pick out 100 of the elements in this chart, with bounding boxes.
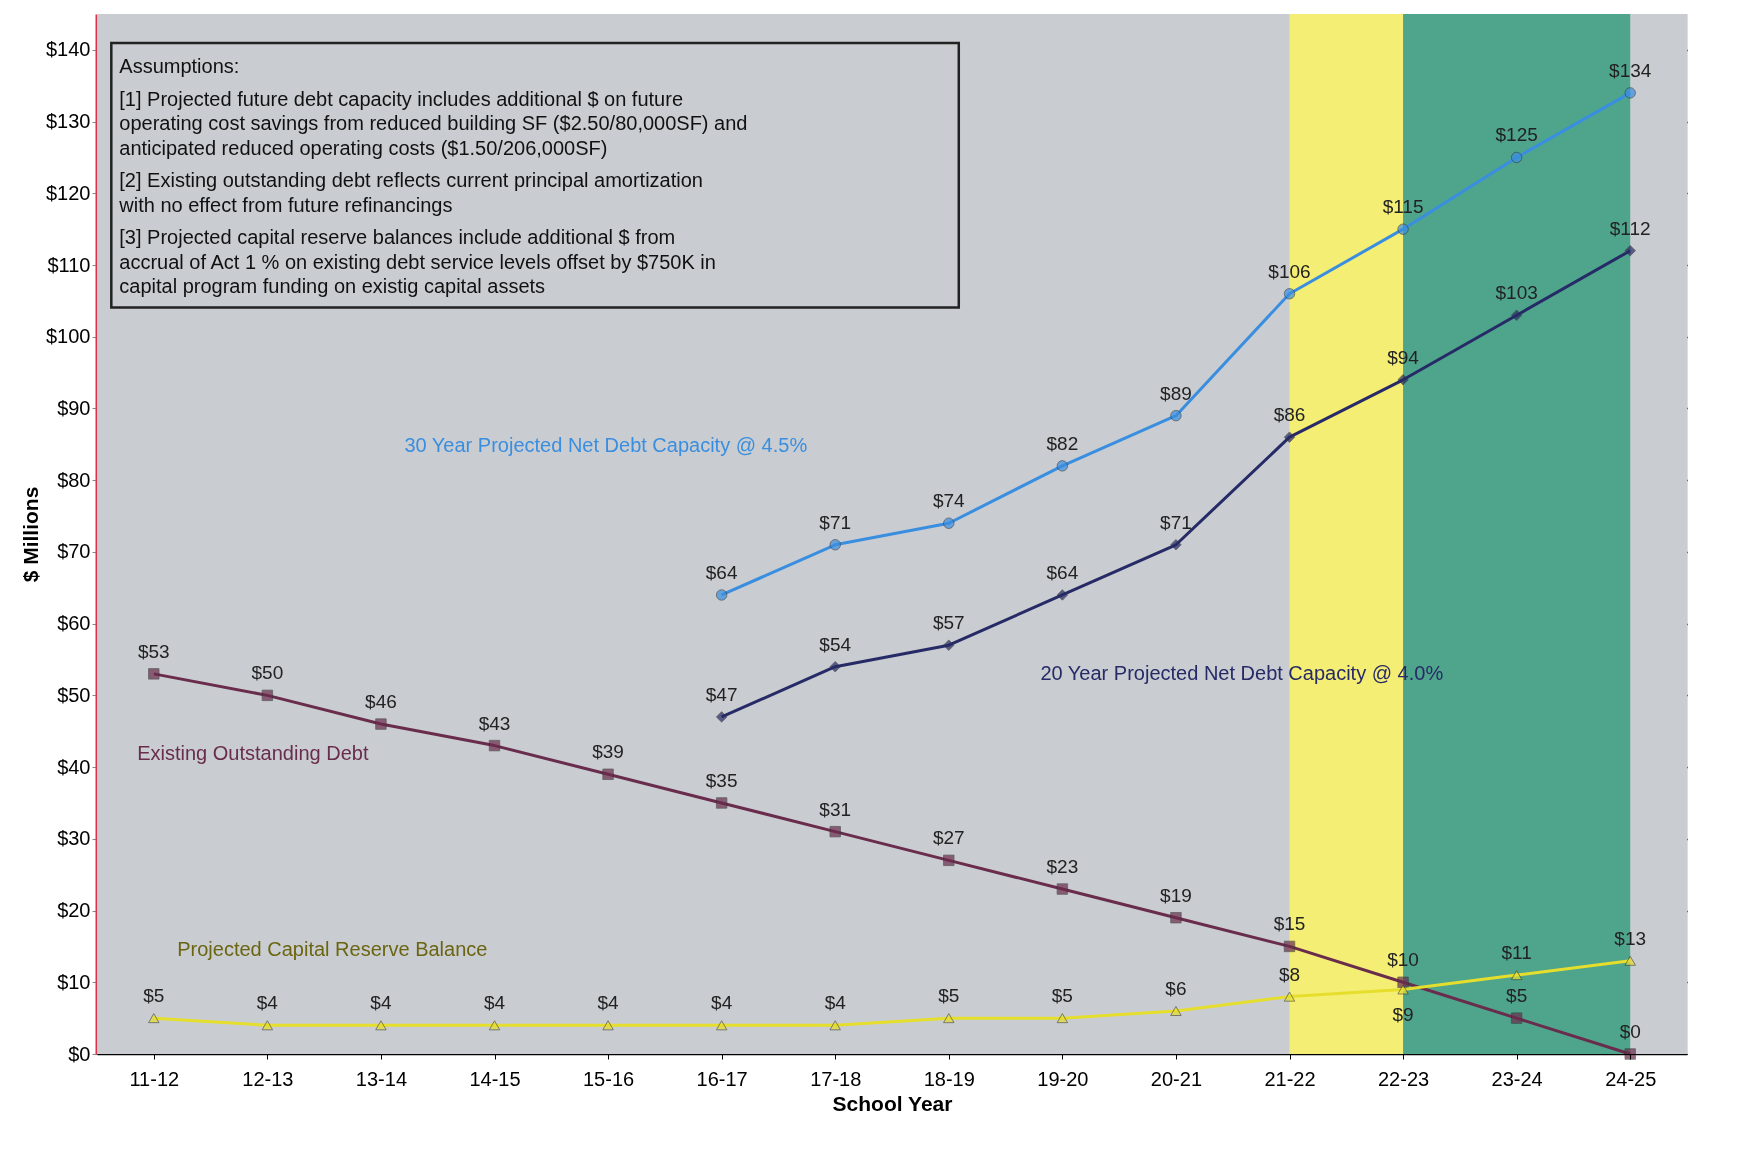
x-tick-label: 18-19	[923, 1067, 975, 1090]
text: Projected Capital Reserve Balance	[177, 938, 488, 960]
point	[1170, 1006, 1182, 1016]
data-label: $57	[932, 612, 965, 634]
data-label: $35	[705, 769, 738, 791]
point	[1397, 223, 1409, 235]
point	[829, 661, 841, 673]
point	[829, 539, 841, 551]
x-tick-label: 16-17	[696, 1067, 748, 1090]
point	[829, 1020, 841, 1031]
point	[1624, 245, 1636, 257]
y-tick-label: $130	[46, 110, 91, 133]
data-label: $54	[819, 633, 852, 655]
point	[1511, 1012, 1523, 1024]
point	[1624, 87, 1636, 99]
point	[375, 1020, 387, 1031]
y-tick-label: $80	[57, 468, 91, 491]
data-label: $4	[370, 992, 392, 1014]
point	[1056, 589, 1068, 601]
annotation: [2] Existing outstanding debt reflects current principal amortization with no effect from future refinancings	[118, 169, 703, 216]
y-tick-label: $110	[47, 253, 91, 276]
data-label: $31	[819, 798, 852, 820]
x-tick-label: 19-20	[1037, 1067, 1089, 1090]
y-tick-label: $140	[46, 38, 91, 61]
point	[1397, 374, 1409, 386]
data-label: $19	[1160, 884, 1192, 906]
data-label: $11	[1501, 942, 1532, 964]
y-tick-label: $100	[46, 325, 91, 348]
point	[602, 1020, 614, 1031]
point	[829, 826, 841, 838]
point	[1170, 410, 1182, 422]
data-label: $112	[1609, 217, 1651, 239]
point	[1511, 309, 1523, 321]
y-tick-label: $50	[57, 683, 91, 706]
point	[488, 1020, 501, 1031]
x-tick-label: 23-24	[1491, 1067, 1543, 1090]
point	[1283, 991, 1296, 1002]
point	[1056, 883, 1068, 895]
data-label: $53	[137, 640, 170, 662]
point	[261, 1020, 273, 1031]
point	[602, 768, 614, 780]
data-label: $71	[819, 511, 852, 533]
point	[1056, 460, 1068, 472]
point	[1397, 984, 1409, 995]
annotation: [1] Projected future debt capacity includes additional $ on future operating cost savings from reduced building SF ($2.50/80,000SF) and anticipated reduced operating costs ($1.50/206,000SF)	[119, 87, 748, 159]
data-label: $115	[1382, 196, 1424, 218]
data-label: $5	[143, 985, 165, 1007]
data-label: $4	[597, 992, 620, 1014]
x-tick-label: 14-15	[469, 1067, 521, 1090]
point	[943, 1013, 955, 1024]
point	[716, 711, 728, 723]
data-label: $13	[1614, 927, 1647, 949]
data-label: $103	[1495, 282, 1538, 304]
point	[1170, 539, 1182, 551]
data-label: $74	[932, 490, 966, 512]
point	[488, 739, 501, 752]
data-label: $125	[1495, 124, 1538, 146]
x-tick-label: 24-25	[1605, 1067, 1657, 1090]
data-label: $5	[938, 985, 960, 1007]
x-tick-label: 12-13	[242, 1067, 294, 1090]
data-label: $0	[1619, 1021, 1641, 1042]
point	[943, 517, 955, 529]
x-tick-label: 21-22	[1264, 1067, 1316, 1090]
data-label: $39	[592, 741, 624, 763]
point	[261, 689, 273, 702]
series-label: Existing Outstanding Debt	[137, 742, 369, 765]
data-label: $5	[1506, 985, 1528, 1007]
data-label: $8	[1278, 963, 1301, 985]
data-label: $71	[1160, 511, 1192, 533]
point	[716, 589, 728, 601]
data-label: $82	[1046, 432, 1079, 454]
annotation: Assumptions:	[119, 55, 240, 78]
point	[1624, 1048, 1636, 1060]
data-label: $43	[478, 712, 511, 734]
point	[943, 639, 955, 651]
point	[716, 797, 728, 809]
x-axis-title: School Year	[832, 1091, 953, 1115]
data-label: $47	[705, 683, 738, 705]
data-label: $15	[1273, 913, 1306, 935]
x-tick-label: 17-18	[810, 1067, 862, 1090]
x-tick-label: 13-14	[355, 1067, 408, 1090]
data-label: $89	[1160, 382, 1192, 404]
data-label: $6	[1165, 977, 1187, 999]
point	[375, 718, 387, 730]
data-label: $4	[711, 992, 733, 1014]
point	[1511, 970, 1523, 981]
y-tick-label: $120	[46, 181, 91, 204]
x-tick-label: 15-16	[582, 1067, 635, 1090]
y-tick-label: $40	[57, 755, 91, 778]
point	[1283, 431, 1296, 443]
data-label: $27	[932, 827, 965, 849]
data-label: $94	[1387, 346, 1420, 368]
y-tick-label: $30	[57, 827, 91, 850]
y-tick-label: $0	[68, 1042, 91, 1065]
data-label: $4	[483, 992, 506, 1014]
data-label: $4	[824, 992, 847, 1014]
point	[1283, 940, 1296, 953]
point	[1511, 151, 1523, 164]
point	[1170, 912, 1182, 924]
data-label: $9	[1392, 1004, 1414, 1026]
